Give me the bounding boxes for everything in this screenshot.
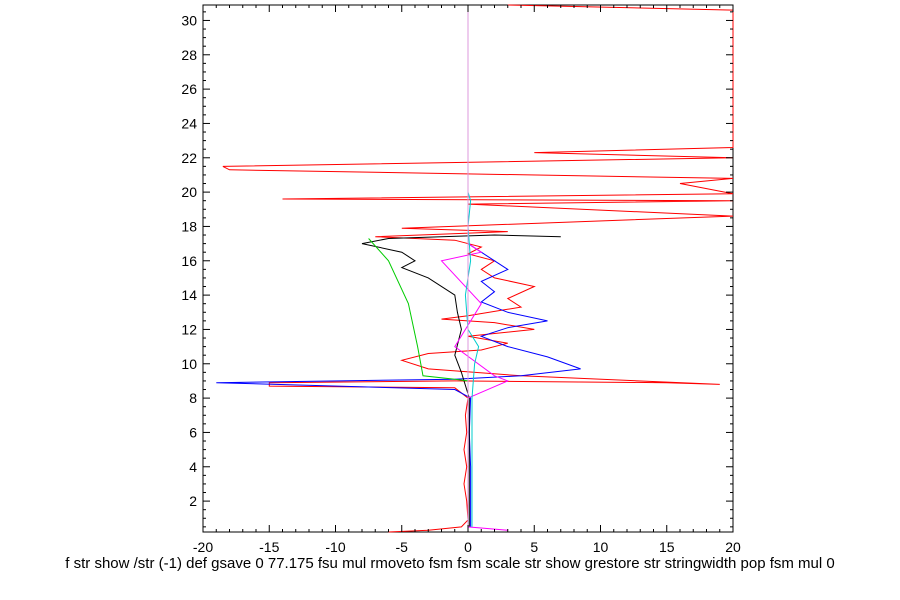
y-tick-label: 16 [181, 253, 197, 269]
y-tick-label: 6 [189, 424, 197, 440]
y-tick-label: 18 [181, 218, 197, 234]
y-tick-label: 2 [189, 493, 197, 509]
series-line-4 [368, 238, 469, 382]
x-tick-label: 20 [725, 539, 741, 555]
series-layer [216, 4, 734, 533]
series-line-1 [222, 4, 734, 533]
y-tick-label: 10 [181, 356, 197, 372]
x-tick-label: 10 [593, 539, 609, 555]
x-tick-label: 0 [464, 539, 472, 555]
y-tick-label: 30 [181, 12, 197, 28]
y-tick-label: 12 [181, 321, 197, 337]
x-tick-label: -10 [325, 539, 345, 555]
x-axis: -20 -15 -10 -5 0 5 10 15 20 [193, 5, 741, 555]
x-axis-label: f str show /str (-1) def gsave 0 77.175 … [65, 555, 834, 572]
series-line-2 [216, 243, 581, 527]
y-tick-label: 26 [181, 81, 197, 97]
series-line-3 [361, 234, 561, 527]
series-line-5 [440, 243, 510, 531]
y-tick-label: 28 [181, 47, 197, 63]
x-tick-label: 5 [530, 539, 538, 555]
x-tick-label: -5 [396, 539, 409, 555]
x-tick-label: -20 [193, 539, 213, 555]
y-tick-label: 22 [181, 150, 197, 166]
y-tick-label: 24 [181, 115, 197, 131]
y-tick-label: 20 [181, 184, 197, 200]
x-tick-label: 15 [659, 539, 675, 555]
y-tick-label: 4 [189, 459, 197, 475]
y-tick-label: 8 [189, 390, 197, 406]
y-tick-label: 14 [181, 287, 197, 303]
x-tick-label: -15 [259, 539, 279, 555]
